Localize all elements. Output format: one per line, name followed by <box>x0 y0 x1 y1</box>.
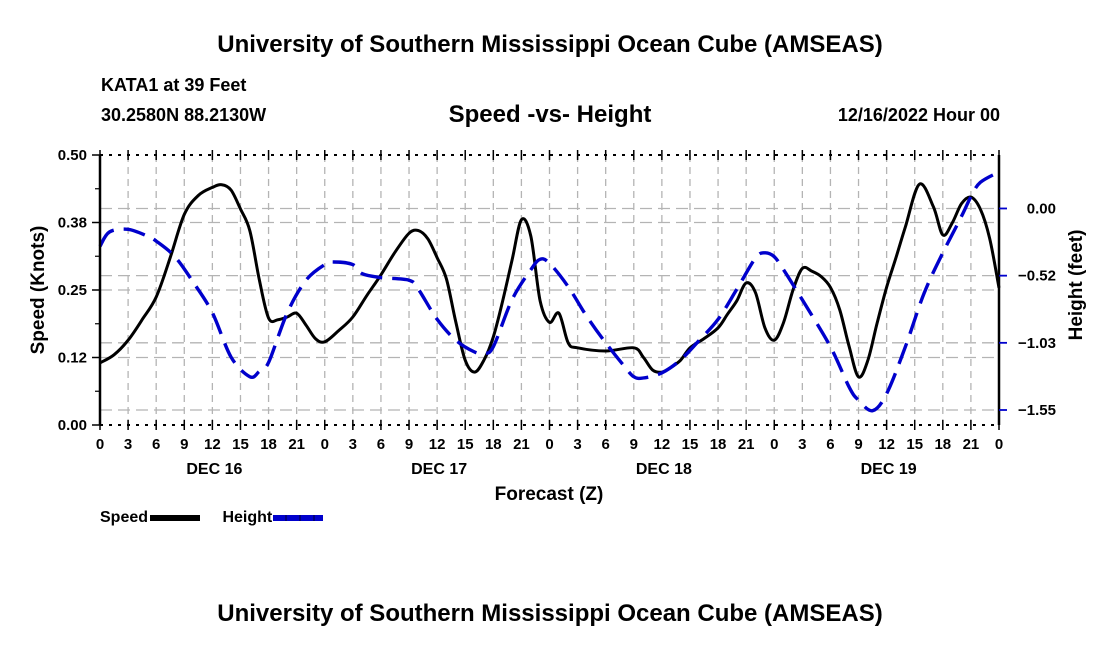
x-tick-label: 6 <box>826 436 834 453</box>
x-tick-label: 18 <box>710 436 727 453</box>
x-tick-label: 18 <box>260 436 277 453</box>
x-tick-label: 0 <box>545 436 553 453</box>
chart-subtitle: Speed -vs- Height <box>448 101 652 128</box>
x-tick-label: 9 <box>630 436 638 453</box>
footer-title: University of Southern Mississippi Ocean… <box>217 600 883 627</box>
x-tick-label: 15 <box>232 436 249 453</box>
x-tick-label: 3 <box>124 436 132 453</box>
legend-item-speed: Speed <box>100 509 201 527</box>
x-tick-label: 0 <box>96 436 104 453</box>
series-line-speed <box>99 182 1001 379</box>
x-tick-label: 12 <box>204 436 221 453</box>
legend-item-height: Height <box>222 509 324 527</box>
series-layer <box>98 170 1001 413</box>
y-tick-label: 0.38 <box>58 215 87 232</box>
x-tick-label: 15 <box>682 436 699 453</box>
x-tick-label: 6 <box>377 436 385 453</box>
x-tick-label: 6 <box>602 436 610 453</box>
x-tick-label: 0 <box>321 436 329 453</box>
x-day-label: DEC 17 <box>411 461 467 478</box>
series-line-height <box>98 170 1000 413</box>
x-day-label: DEC 19 <box>861 461 917 478</box>
y-tick-label: 0.50 <box>58 147 87 164</box>
x-tick-label: 12 <box>654 436 671 453</box>
axes-layer: 0 3 6 9 12 15 18 21 0 3 6 9 12 15 18 21 0 3 6 9 12 15 18 21 0 3 6 9… <box>58 147 1056 478</box>
x-tick-label: 0 <box>770 436 778 453</box>
station-coordinates: 30.2580N 88.2130W <box>101 105 267 125</box>
x-tick-label: 9 <box>405 436 413 453</box>
x-tick-label: 3 <box>573 436 581 453</box>
x-day-label: DEC 16 <box>186 461 242 478</box>
x-tick-label: 15 <box>906 436 923 453</box>
x-tick-label: 21 <box>963 436 980 453</box>
x-tick-label: 12 <box>429 436 446 453</box>
y2-tick-label: −0.52 <box>1018 268 1056 285</box>
x-tick-label: 15 <box>457 436 474 453</box>
grid-layer <box>100 155 999 425</box>
x-tick-label: 18 <box>934 436 951 453</box>
legend-swatch-height <box>273 515 324 521</box>
x-tick-label: 9 <box>180 436 188 453</box>
y-axis-label: Speed (Knots) <box>28 226 49 355</box>
x-tick-label: 9 <box>854 436 862 453</box>
x-tick-label: 21 <box>288 436 305 453</box>
x-tick-label: 3 <box>349 436 357 453</box>
station-label: KATA1 at 39 Feet <box>101 75 247 95</box>
legend-label-speed: Speed <box>100 509 149 526</box>
x-tick-label: 3 <box>798 436 806 453</box>
x-day-label: DEC 18 <box>636 461 692 478</box>
x-tick-label: 12 <box>878 436 895 453</box>
x-tick-label: 21 <box>513 436 530 453</box>
forecast-datetime: 12/16/2022 Hour 00 <box>837 105 1000 125</box>
legend: Speed Height <box>100 509 341 527</box>
y-tick-label: 0.12 <box>58 350 87 367</box>
y2-tick-label: 0.00 <box>1027 200 1056 217</box>
x-tick-label: 6 <box>152 436 160 453</box>
y-tick-label: 0.25 <box>58 282 87 299</box>
legend-swatch-speed <box>150 515 201 521</box>
y2-tick-label: −1.03 <box>1018 335 1056 352</box>
y2-tick-label: −1.55 <box>1018 402 1056 419</box>
chart-main-title: University of Southern Mississippi Ocean… <box>217 31 883 58</box>
x-tick-label: 18 <box>485 436 502 453</box>
x-tick-label: 0 <box>995 436 1003 453</box>
x-tick-label: 21 <box>738 436 755 453</box>
y2-axis-label: Height (feet) <box>1066 230 1087 341</box>
x-axis-label: Forecast (Z) <box>495 484 604 505</box>
y-tick-label: 0.00 <box>58 417 87 434</box>
legend-label-height: Height <box>222 509 273 526</box>
